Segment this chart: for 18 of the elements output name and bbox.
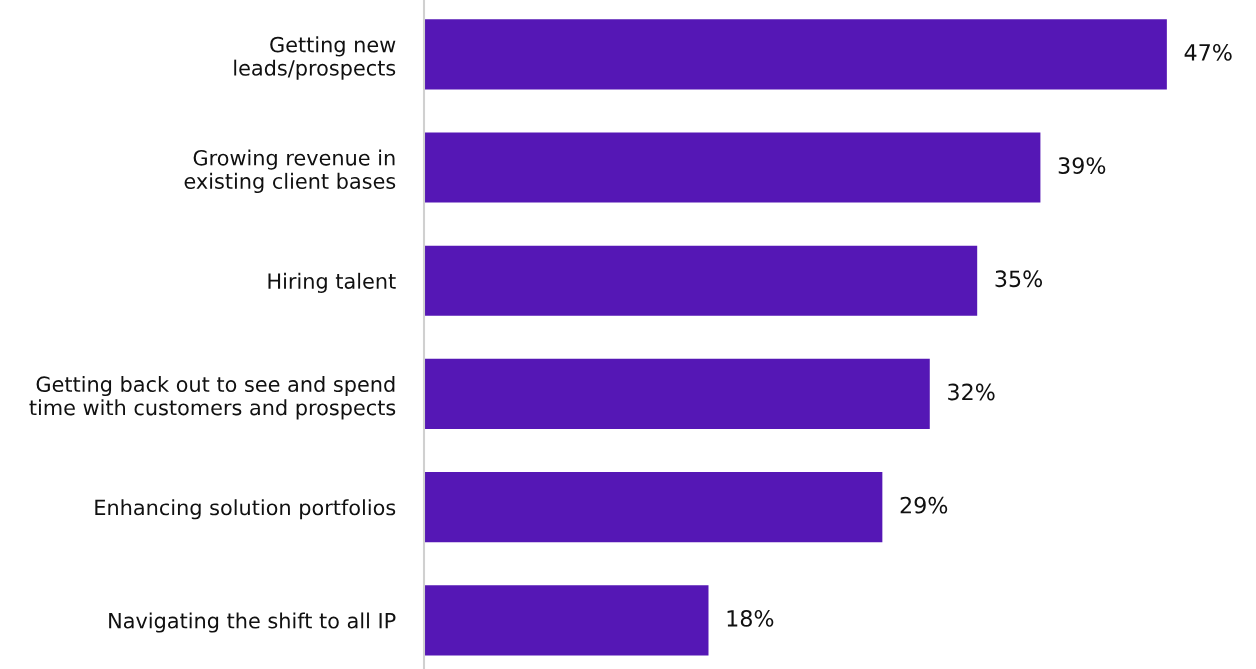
data-label: 35%: [995, 270, 1043, 288]
y-tick-label: Getting back out to see and spend time with customers and prospects: [29, 375, 396, 420]
data-label: 32%: [948, 383, 995, 401]
data-label: 47%: [1184, 43, 1232, 61]
data-label: 18%: [727, 609, 774, 627]
bar: [424, 132, 1041, 203]
bar: [424, 245, 978, 316]
data-label: 39%: [1058, 157, 1106, 174]
y-tick-label: Navigating the shift to all IP: [109, 612, 396, 633]
bar: [424, 585, 709, 656]
bar: [424, 472, 883, 543]
bar: [424, 19, 1167, 90]
y-tick-label: Growing revenue in existing client bases: [184, 149, 396, 194]
bar: [424, 358, 930, 430]
data-label: 29%: [900, 496, 948, 514]
y-tick-label: Enhancing solution portfolios: [95, 499, 396, 520]
y-tick-label: Hiring talent: [268, 272, 396, 293]
y-tick-label: Getting new leads/prospects: [234, 36, 396, 80]
